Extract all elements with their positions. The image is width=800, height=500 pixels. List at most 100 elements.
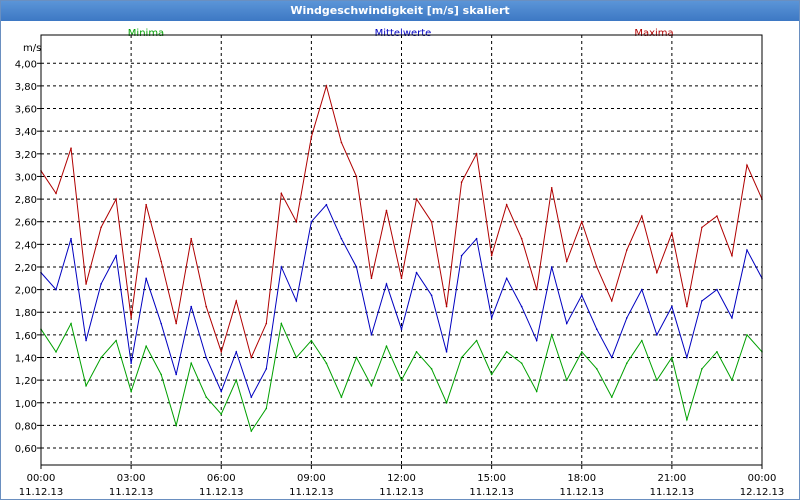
data-point-minima: [656, 379, 658, 381]
data-point-mittelwerte: [85, 339, 87, 342]
data-point-minima: [641, 339, 643, 342]
wind-speed-chart: m/s 0,60 0,80 1,00 1,20 1,40 1,60 1,80 2,00 2,20…: [15, 28, 785, 498]
y-tick-label: 2,00: [15, 286, 37, 297]
data-point-mittelwerte: [746, 249, 748, 251]
x-tick-date-label: 11.12.13: [19, 487, 64, 498]
x-tick-time-label: 00:00: [748, 473, 777, 484]
data-point-maxima: [295, 220, 298, 223]
data-point-maxima: [686, 305, 688, 308]
data-point-minima: [310, 339, 313, 342]
x-tick-date-label: 11.12.13: [379, 487, 424, 498]
x-tick-date-label: 11.12.13: [289, 487, 334, 498]
x-tick-time-label: 09:00: [297, 473, 326, 484]
data-point-mittelwerte: [580, 294, 583, 297]
data-point-mittelwerte: [175, 373, 177, 376]
x-tick-date-label: 11.12.13: [650, 487, 695, 498]
legend-entry-minima: Minima: [128, 28, 164, 39]
data-point-minima: [430, 368, 433, 370]
data-point-mittelwerte: [340, 237, 343, 240]
data-point-maxima: [145, 203, 147, 206]
x-tick-time-label: 15:00: [477, 473, 506, 484]
data-point-maxima: [340, 141, 343, 144]
data-point-minima: [565, 379, 568, 381]
data-point-minima: [475, 339, 478, 342]
data-point-maxima: [595, 266, 598, 268]
x-tick-time-label: 06:00: [207, 473, 236, 484]
data-point-minima: [385, 345, 388, 347]
y-tick-label: 1,00: [15, 399, 37, 410]
data-point-mittelwerte: [641, 288, 643, 291]
data-point-mittelwerte: [280, 266, 283, 268]
data-point-mittelwerte: [490, 317, 493, 319]
x-tick-date-label: 12.12.13: [740, 487, 785, 498]
data-point-maxima: [385, 209, 388, 212]
data-point-mittelwerte: [445, 351, 448, 353]
data-point-minima: [175, 424, 177, 427]
y-tick-label: 0,60: [15, 444, 37, 455]
data-point-maxima: [565, 260, 568, 263]
data-point-mittelwerte: [145, 277, 147, 280]
data-point-mittelwerte: [100, 283, 102, 285]
legend: Minima Mittelwerte Maxima: [128, 28, 674, 39]
y-axis-unit-label: m/s: [23, 43, 41, 54]
data-point-maxima: [280, 192, 283, 195]
data-point-maxima: [490, 254, 493, 257]
data-point-maxima: [250, 356, 253, 359]
data-point-mittelwerte: [385, 283, 388, 285]
x-axis-ticks: 00:00 11.12.13 03:00 11.12.13 06:00 11.12.13 0…: [19, 465, 785, 498]
legend-entry-maxima: Maxima: [634, 28, 673, 39]
data-point-minima: [731, 379, 733, 381]
data-point-minima: [70, 322, 72, 325]
x-tick-date-label: 11.12.13: [559, 487, 604, 498]
data-point-maxima: [115, 198, 117, 200]
y-axis-ticks: 0,60 0,80 1,00 1,20 1,40 1,60 1,80 2,00 2,20 2,40…: [15, 59, 41, 455]
data-point-maxima: [535, 288, 538, 291]
data-point-maxima: [175, 322, 177, 325]
grid-lines: [41, 35, 762, 465]
data-point-minima: [340, 396, 343, 398]
data-point-mittelwerte: [671, 305, 673, 308]
data-point-minima: [716, 351, 718, 353]
data-point-maxima: [205, 305, 208, 308]
data-point-mittelwerte: [205, 356, 208, 359]
data-point-minima: [295, 356, 298, 359]
data-point-mittelwerte: [520, 305, 523, 308]
data-point-minima: [55, 351, 57, 353]
window-title: Windgeschwindigkeit [m/s] skaliert: [1, 1, 799, 21]
data-point-maxima: [460, 181, 463, 183]
x-tick-time-label: 18:00: [567, 473, 596, 484]
data-point-minima: [220, 413, 223, 415]
data-point-mittelwerte: [295, 300, 298, 302]
data-point-mittelwerte: [235, 351, 238, 353]
data-point-maxima: [220, 351, 223, 353]
data-point-minima: [595, 368, 598, 370]
x-tick-time-label: 21:00: [657, 473, 686, 484]
x-tick-time-label: 03:00: [117, 473, 146, 484]
data-point-maxima: [370, 277, 373, 280]
y-tick-label: 1,40: [15, 354, 37, 365]
data-point-maxima: [100, 226, 102, 229]
data-point-mittelwerte: [265, 368, 268, 370]
data-point-minima: [130, 390, 132, 393]
data-point-maxima: [355, 175, 358, 178]
data-point-mittelwerte: [626, 317, 628, 319]
data-point-mittelwerte: [55, 288, 57, 291]
data-point-minima: [746, 334, 748, 336]
data-point-minima: [325, 362, 328, 364]
data-point-mittelwerte: [250, 396, 253, 398]
data-point-maxima: [520, 237, 523, 240]
data-point-maxima: [671, 232, 673, 234]
data-point-mittelwerte: [656, 334, 658, 336]
data-point-maxima: [701, 226, 703, 229]
y-tick-label: 3,20: [15, 150, 37, 161]
data-point-maxima: [641, 215, 643, 217]
data-point-minima: [355, 356, 358, 359]
data-point-minima: [490, 373, 493, 376]
data-point-minima: [610, 396, 613, 398]
data-point-minima: [205, 396, 208, 398]
y-tick-label: 3,80: [15, 82, 37, 93]
data-point-maxima: [265, 322, 268, 325]
data-point-maxima: [325, 85, 328, 87]
data-point-mittelwerte: [731, 317, 733, 319]
data-point-maxima: [610, 300, 613, 302]
